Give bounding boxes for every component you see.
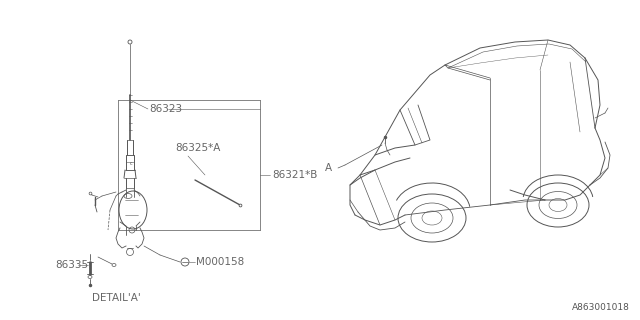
Text: M000158: M000158 (196, 257, 244, 267)
Text: 86325*A: 86325*A (175, 143, 220, 153)
Text: 86335: 86335 (55, 260, 88, 270)
Text: A: A (325, 163, 332, 173)
Text: 86321*B: 86321*B (272, 170, 317, 180)
Text: A863001018: A863001018 (572, 303, 630, 313)
Text: c: c (130, 161, 132, 165)
Text: DETAIL'A': DETAIL'A' (92, 293, 141, 303)
Text: 86323: 86323 (149, 104, 182, 114)
